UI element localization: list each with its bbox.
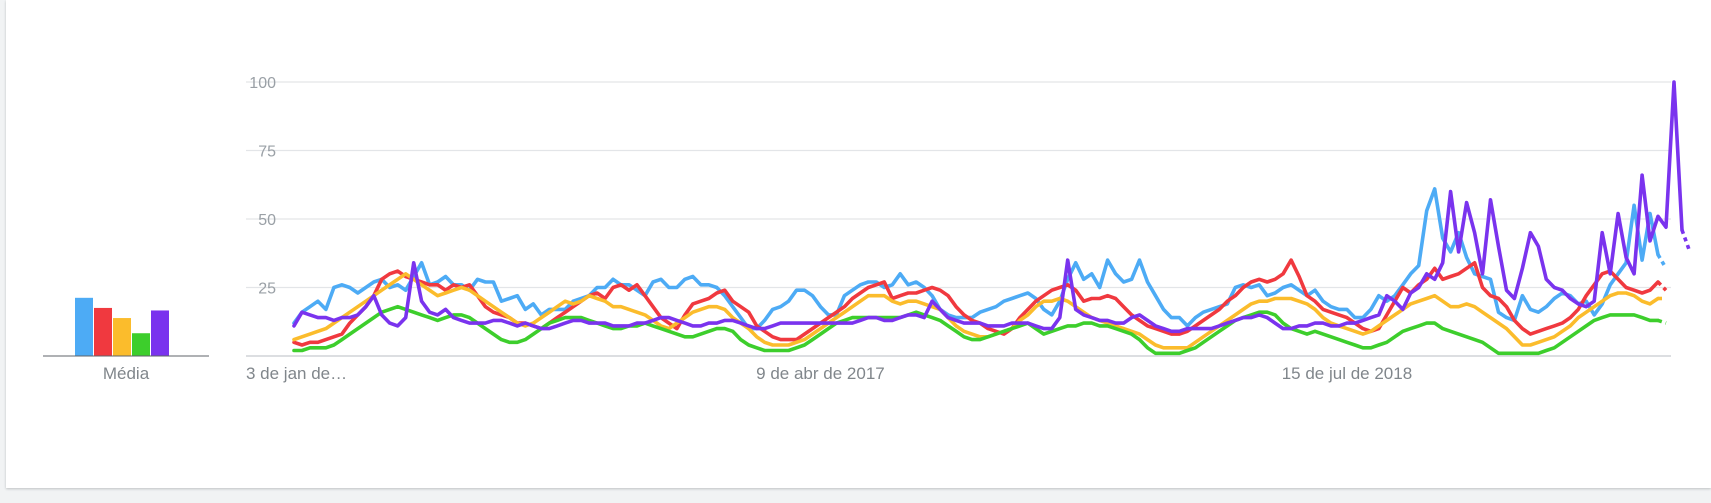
series-lines [292,80,1692,356]
series-partial-segment-1 [1656,253,1668,270]
average-bar-2 [94,307,112,356]
series-line-5 [292,80,1684,334]
average-bar-4 [132,333,150,356]
y-tick-label: 100 [249,75,276,92]
y-tick-label: 75 [258,144,276,161]
series-line-1 [292,187,1660,331]
series-partial-segment-2 [1656,280,1668,292]
interest-over-time-chart: Média 100 75 50 25 3 de jan de… 9 de abr de … [43,75,1692,383]
average-bar-chart: Média [43,297,209,383]
y-axis-ticks: 100 75 50 25 [249,75,276,298]
x-tick-label: 15 de jul de 2018 [1282,364,1412,383]
average-bar-5 [151,310,169,356]
series-partial-segment-5 [1680,229,1692,253]
y-tick-label: 25 [258,281,276,298]
y-tick-label: 50 [258,212,276,229]
x-tick-label: 3 de jan de… [246,364,347,383]
x-axis-ticks: 3 de jan de… 9 de abr de 2017 15 de jul de… [246,364,1412,383]
series-line-4 [292,304,1660,356]
series-partial-segment-4 [1657,318,1667,325]
x-tick-label: 9 de abr de 2017 [756,364,885,383]
average-bar-3 [113,318,131,356]
grid [246,81,1671,357]
average-label: Média [103,364,150,383]
chart-card: Média 100 75 50 25 3 de jan de… 9 de abr de … [6,0,1711,488]
average-bar-1 [75,297,93,356]
